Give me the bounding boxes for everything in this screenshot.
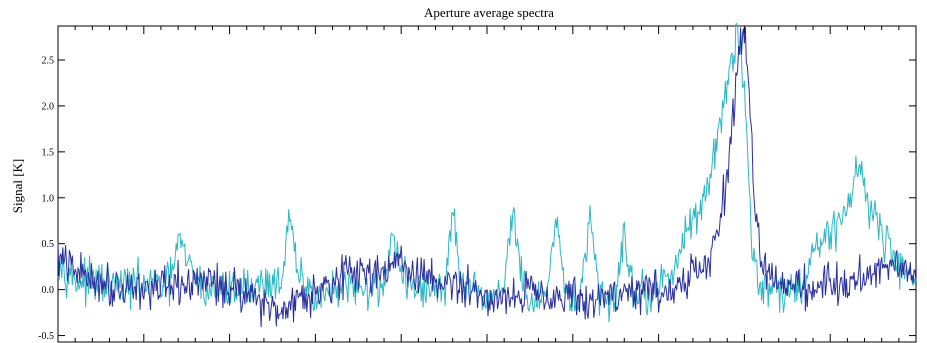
chart-title: Aperture average spectra [424,5,554,20]
y-tick-label: 2.5 [42,55,55,66]
y-tick-label: 1.0 [42,193,55,204]
axis-ticks: -0.5 0.0 0.5 1.0 1.5 2.0 2.5 [38,26,917,342]
y-axis-label: Signal [K] [10,159,25,214]
y-tick-label: -0.5 [38,331,54,342]
y-tick-label: 2.0 [42,101,55,112]
series-layer [57,22,917,328]
spectrum-series-line [57,22,917,323]
y-tick-label: 1.5 [42,147,55,158]
y-tick-label: 0.5 [42,239,55,250]
spectrum-series-line [57,27,917,328]
y-tick-label: 0.0 [42,285,55,296]
